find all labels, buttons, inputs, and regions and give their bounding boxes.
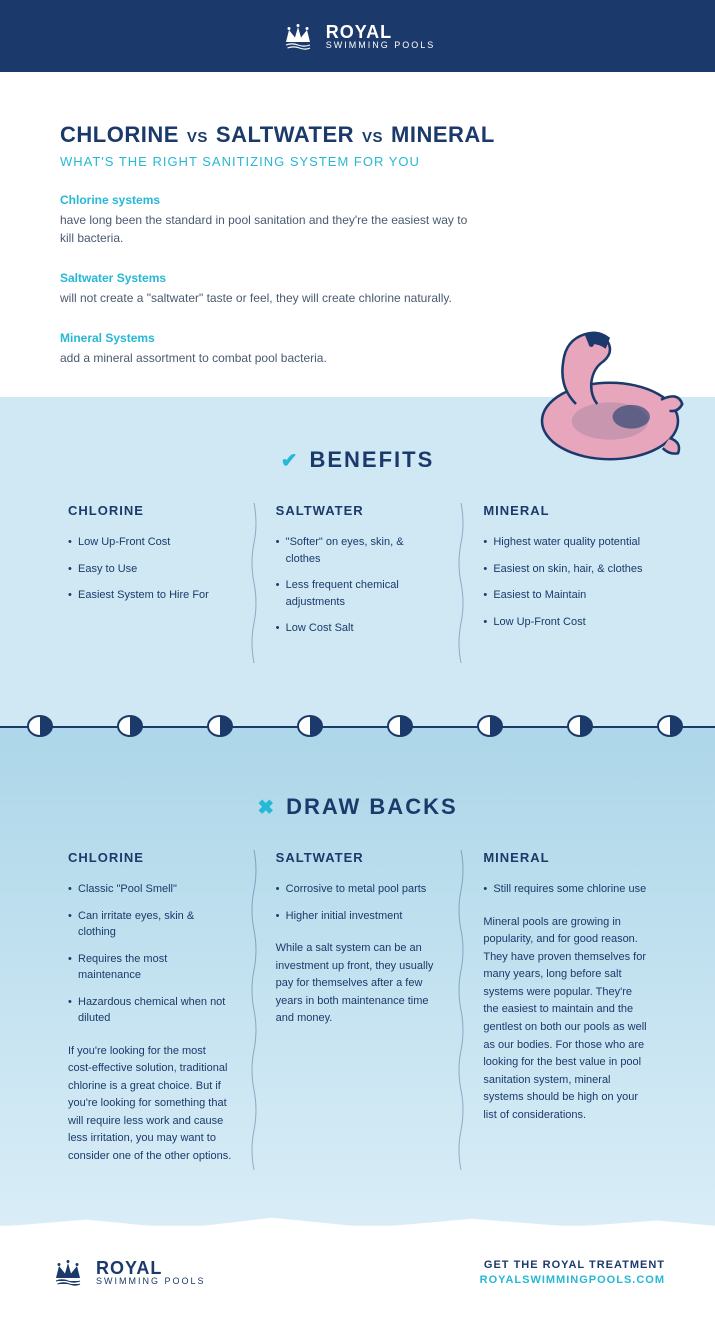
title-vs2: VS: [362, 129, 383, 146]
footer-cta: GET THE ROYAL TREATMENT ROYALSWIMMINGPOO…: [480, 1259, 665, 1286]
list-item: Can irritate eyes, skin & clothing: [68, 908, 232, 941]
pool-rope-divider: [0, 708, 715, 744]
subtitle: WHAT'S THE RIGHT SANITIZING SYSTEM FOR Y…: [60, 154, 655, 169]
benefits-saltwater-list: "Softer" on eyes, skin, & clothes Less f…: [276, 534, 440, 637]
footer-brand-sub: SWIMMING POOLS: [96, 1277, 206, 1286]
drawbacks-mineral-para: Mineral pools are growing in popularity,…: [483, 914, 647, 1125]
drawbacks-saltwater-list: Corrosive to metal pool parts Higher ini…: [276, 881, 440, 924]
title-vs1: VS: [187, 129, 208, 146]
list-item: Low Up-Front Cost: [68, 534, 232, 551]
benefits-saltwater-head: SALTWATER: [276, 503, 440, 518]
benefits-mineral-col: MINERAL Highest water quality potential …: [465, 503, 665, 663]
footer-logo: ROYAL SWIMMING POOLS: [50, 1254, 206, 1290]
drawbacks-heading: ✖ DRAW BACKS: [50, 794, 665, 820]
drawbacks-chlorine-col: CHLORINE Classic "Pool Smell" Can irrita…: [50, 850, 250, 1170]
drawbacks-mineral-head: MINERAL: [483, 850, 647, 865]
drawbacks-chlorine-list: Classic "Pool Smell" Can irritate eyes, …: [68, 881, 232, 1027]
footer: ROYAL SWIMMING POOLS GET THE ROYAL TREAT…: [0, 1225, 715, 1330]
top-header: ROYAL SWIMMING POOLS: [0, 0, 715, 72]
drawbacks-mineral-list: Still requires some chlorine use: [483, 881, 647, 898]
intro-section: CHLORINE VS SALTWATER VS MINERAL WHAT'S …: [0, 72, 715, 397]
check-icon: ✔: [281, 450, 300, 472]
divider-icon: [250, 850, 258, 1170]
list-item: Easiest to Maintain: [483, 587, 647, 604]
footer-brand-name: ROYAL: [96, 1259, 206, 1277]
sys-chlorine-text: have long been the standard in pool sani…: [60, 211, 480, 247]
benefits-saltwater-col: SALTWATER "Softer" on eyes, skin, & clot…: [258, 503, 458, 663]
list-item: Easiest on skin, hair, & clothes: [483, 561, 647, 578]
cross-icon: ✖: [257, 797, 276, 819]
benefits-mineral-list: Highest water quality potential Easiest …: [483, 534, 647, 630]
benefits-heading-text: BENEFITS: [309, 447, 434, 472]
benefits-mineral-head: MINERAL: [483, 503, 647, 518]
drawbacks-section: ✖ DRAW BACKS CHLORINE Classic "Pool Smell…: [0, 744, 715, 1225]
crown-icon: [280, 18, 316, 54]
list-item: "Softer" on eyes, skin, & clothes: [276, 534, 440, 567]
drawbacks-saltwater-para: While a salt system can be an investment…: [276, 940, 440, 1028]
benefits-chlorine-col: CHLORINE Low Up-Front Cost Easy to Use E…: [50, 503, 250, 663]
system-mineral: Mineral Systems add a mineral assortment…: [60, 329, 480, 367]
brand-sub: SWIMMING POOLS: [326, 41, 436, 50]
title-chlorine: CHLORINE: [60, 122, 179, 148]
system-chlorine: Chlorine systems have long been the stan…: [60, 191, 480, 247]
benefits-chlorine-head: CHLORINE: [68, 503, 232, 518]
sys-saltwater-head: Saltwater Systems: [60, 269, 480, 287]
list-item: Requires the most maintenance: [68, 951, 232, 984]
sys-mineral-text: add a mineral assortment to combat pool …: [60, 349, 480, 367]
page-title: CHLORINE VS SALTWATER VS MINERAL: [60, 122, 655, 148]
sys-saltwater-text: will not create a "saltwater" taste or f…: [60, 289, 480, 307]
list-item: Less frequent chemical adjustments: [276, 577, 440, 610]
flamingo-float-icon: [525, 302, 695, 472]
title-saltwater: SALTWATER: [216, 122, 354, 148]
list-item: Corrosive to metal pool parts: [276, 881, 440, 898]
sys-chlorine-head: Chlorine systems: [60, 191, 480, 209]
divider-icon: [457, 503, 465, 663]
divider-icon: [250, 503, 258, 663]
drawbacks-chlorine-para: If you're looking for the most cost-effe…: [68, 1043, 232, 1166]
brand-logo: ROYAL SWIMMING POOLS: [280, 18, 436, 54]
divider-icon: [457, 850, 465, 1170]
rope-floats-icon: [0, 708, 715, 744]
list-item: Higher initial investment: [276, 908, 440, 925]
sys-mineral-head: Mineral Systems: [60, 329, 480, 347]
list-item: Still requires some chlorine use: [483, 881, 647, 898]
drawbacks-saltwater-head: SALTWATER: [276, 850, 440, 865]
system-saltwater: Saltwater Systems will not create a "sal…: [60, 269, 480, 307]
list-item: Easy to Use: [68, 561, 232, 578]
drawbacks-chlorine-head: CHLORINE: [68, 850, 232, 865]
footer-cta-text: GET THE ROYAL TREATMENT: [480, 1259, 665, 1271]
benefits-chlorine-list: Low Up-Front Cost Easy to Use Easiest Sy…: [68, 534, 232, 604]
drawbacks-heading-text: DRAW BACKS: [286, 794, 458, 819]
drawbacks-mineral-col: MINERAL Still requires some chlorine use…: [465, 850, 665, 1170]
drawbacks-saltwater-col: SALTWATER Corrosive to metal pool parts …: [258, 850, 458, 1170]
list-item: Highest water quality potential: [483, 534, 647, 551]
list-item: Hazardous chemical when not diluted: [68, 994, 232, 1027]
list-item: Classic "Pool Smell": [68, 881, 232, 898]
title-mineral: MINERAL: [391, 122, 495, 148]
list-item: Low Up-Front Cost: [483, 614, 647, 631]
crown-icon: [50, 1254, 86, 1290]
footer-url: ROYALSWIMMINGPOOLS.COM: [480, 1274, 665, 1286]
brand-name: ROYAL: [326, 23, 436, 41]
list-item: Easiest System to Hire For: [68, 587, 232, 604]
list-item: Low Cost Salt: [276, 620, 440, 637]
